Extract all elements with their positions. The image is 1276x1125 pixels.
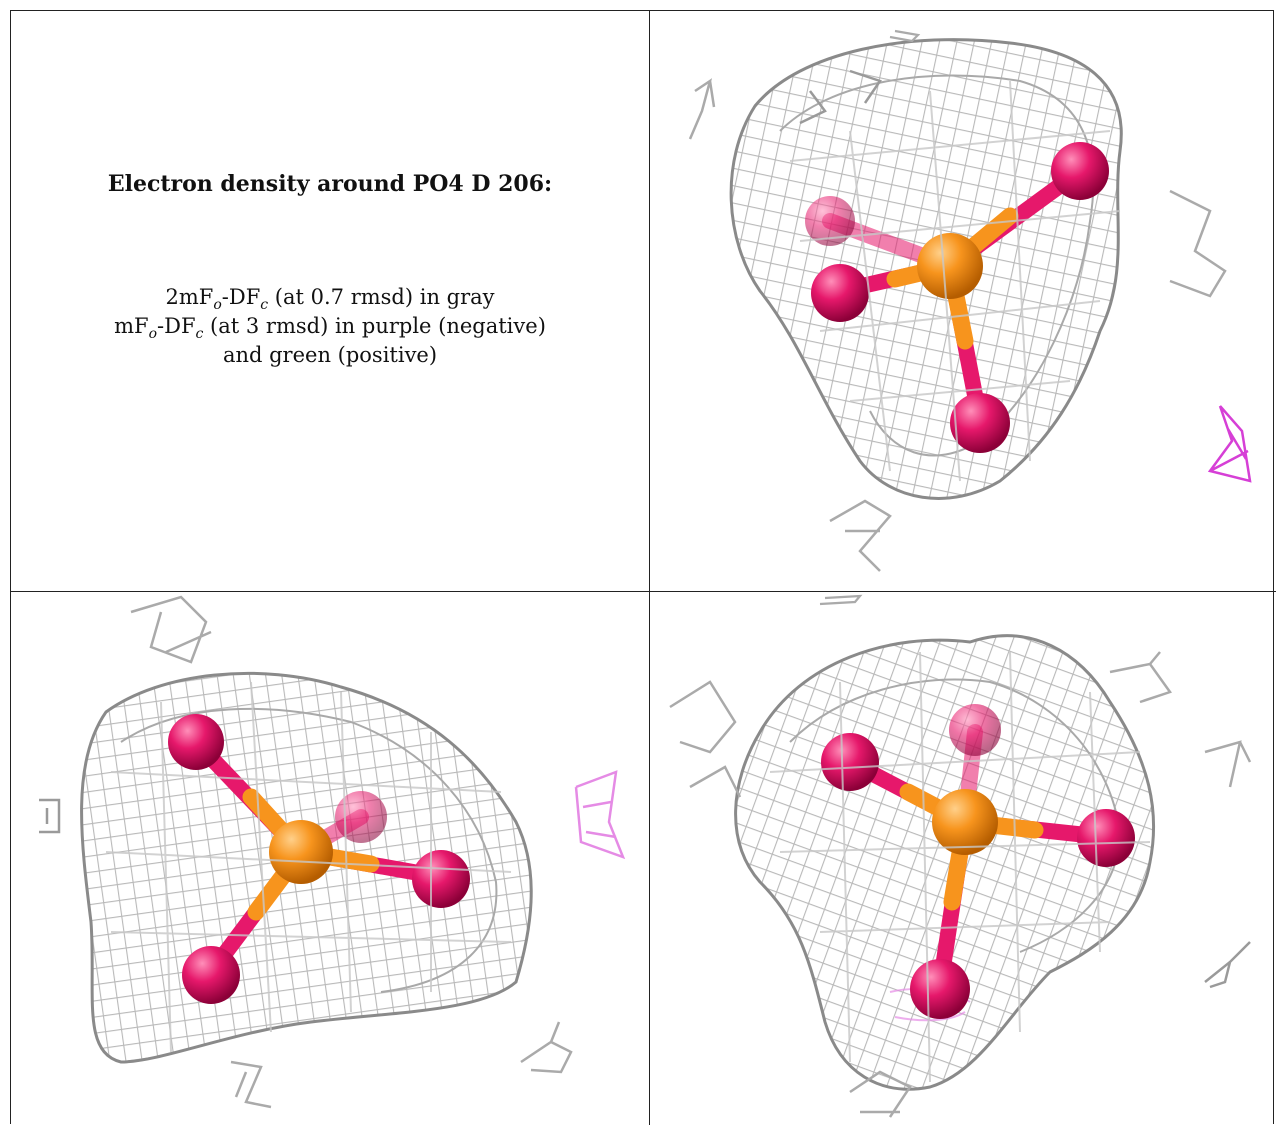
oxygen-atom: [182, 946, 240, 1004]
phosphorus-atom: [917, 233, 983, 299]
caption-line-green: and green (positive): [222, 343, 438, 367]
oxygen-atom: [811, 264, 869, 322]
caption-line2-prefix: mF: [114, 314, 149, 338]
oxygen-atom: [412, 850, 470, 908]
caption-line1-suffix: (at 0.7 rmsd) in gray: [268, 285, 495, 309]
caption-title: Electron density around PO4 D 206:: [107, 171, 553, 197]
row-divider: [10, 591, 1276, 592]
caption-line1-mid: -DF: [221, 285, 261, 309]
mesh-negative-density: [1207, 405, 1252, 483]
caption-line1-sub-c: c: [260, 297, 269, 314]
oxygen-atom: [168, 714, 224, 770]
oxygen-atom-back: [805, 196, 855, 246]
po4-molecule: [105, 681, 512, 1053]
po4-molecule: [789, 80, 1121, 482]
caption-line-mfo-dfc: mFo-DFc (at 3 rmsd) in purple (negative): [11, 312, 649, 349]
oxygen-atom-back: [335, 791, 387, 843]
oxygen-atom: [1051, 142, 1109, 200]
density-render-bottom-right: [669, 594, 1252, 1118]
caption-line1-prefix: 2mF: [165, 285, 214, 309]
oxygen-atom: [1077, 809, 1135, 867]
density-render-bottom-left: [39, 595, 626, 1109]
column-divider: [649, 10, 650, 1125]
figure-frame: [10, 10, 1274, 1124]
oxygen-atom: [910, 959, 970, 1019]
po4-molecule: [769, 651, 1151, 1083]
caption-line-2mfo-dfc: 2mFo-DFc (at 0.7 rmsd) in gray: [11, 283, 649, 320]
mesh-negative-density: [574, 770, 626, 860]
caption-line2-mid: -DF: [157, 314, 196, 338]
caption-line2-suffix: (at 3 rmsd) in purple (negative): [203, 314, 546, 338]
view-bottom-left: [11, 592, 649, 1125]
oxygen-atom: [821, 733, 879, 791]
oxygen-atom: [950, 393, 1010, 453]
phosphorus-atom: [932, 789, 998, 855]
view-top-right: [650, 11, 1274, 591]
caption-line1-sub-o: o: [213, 297, 222, 314]
phosphorus-atom: [269, 820, 333, 884]
caption-panel: Electron density around PO4 D 206: 2mFo-…: [11, 11, 649, 591]
caption-line2-sub-o: o: [148, 326, 158, 343]
oxygen-atom-back: [949, 704, 1001, 756]
view-bottom-right: [650, 592, 1274, 1125]
caption-line2-sub-c: c: [195, 326, 204, 343]
density-render-top-right: [688, 29, 1252, 572]
